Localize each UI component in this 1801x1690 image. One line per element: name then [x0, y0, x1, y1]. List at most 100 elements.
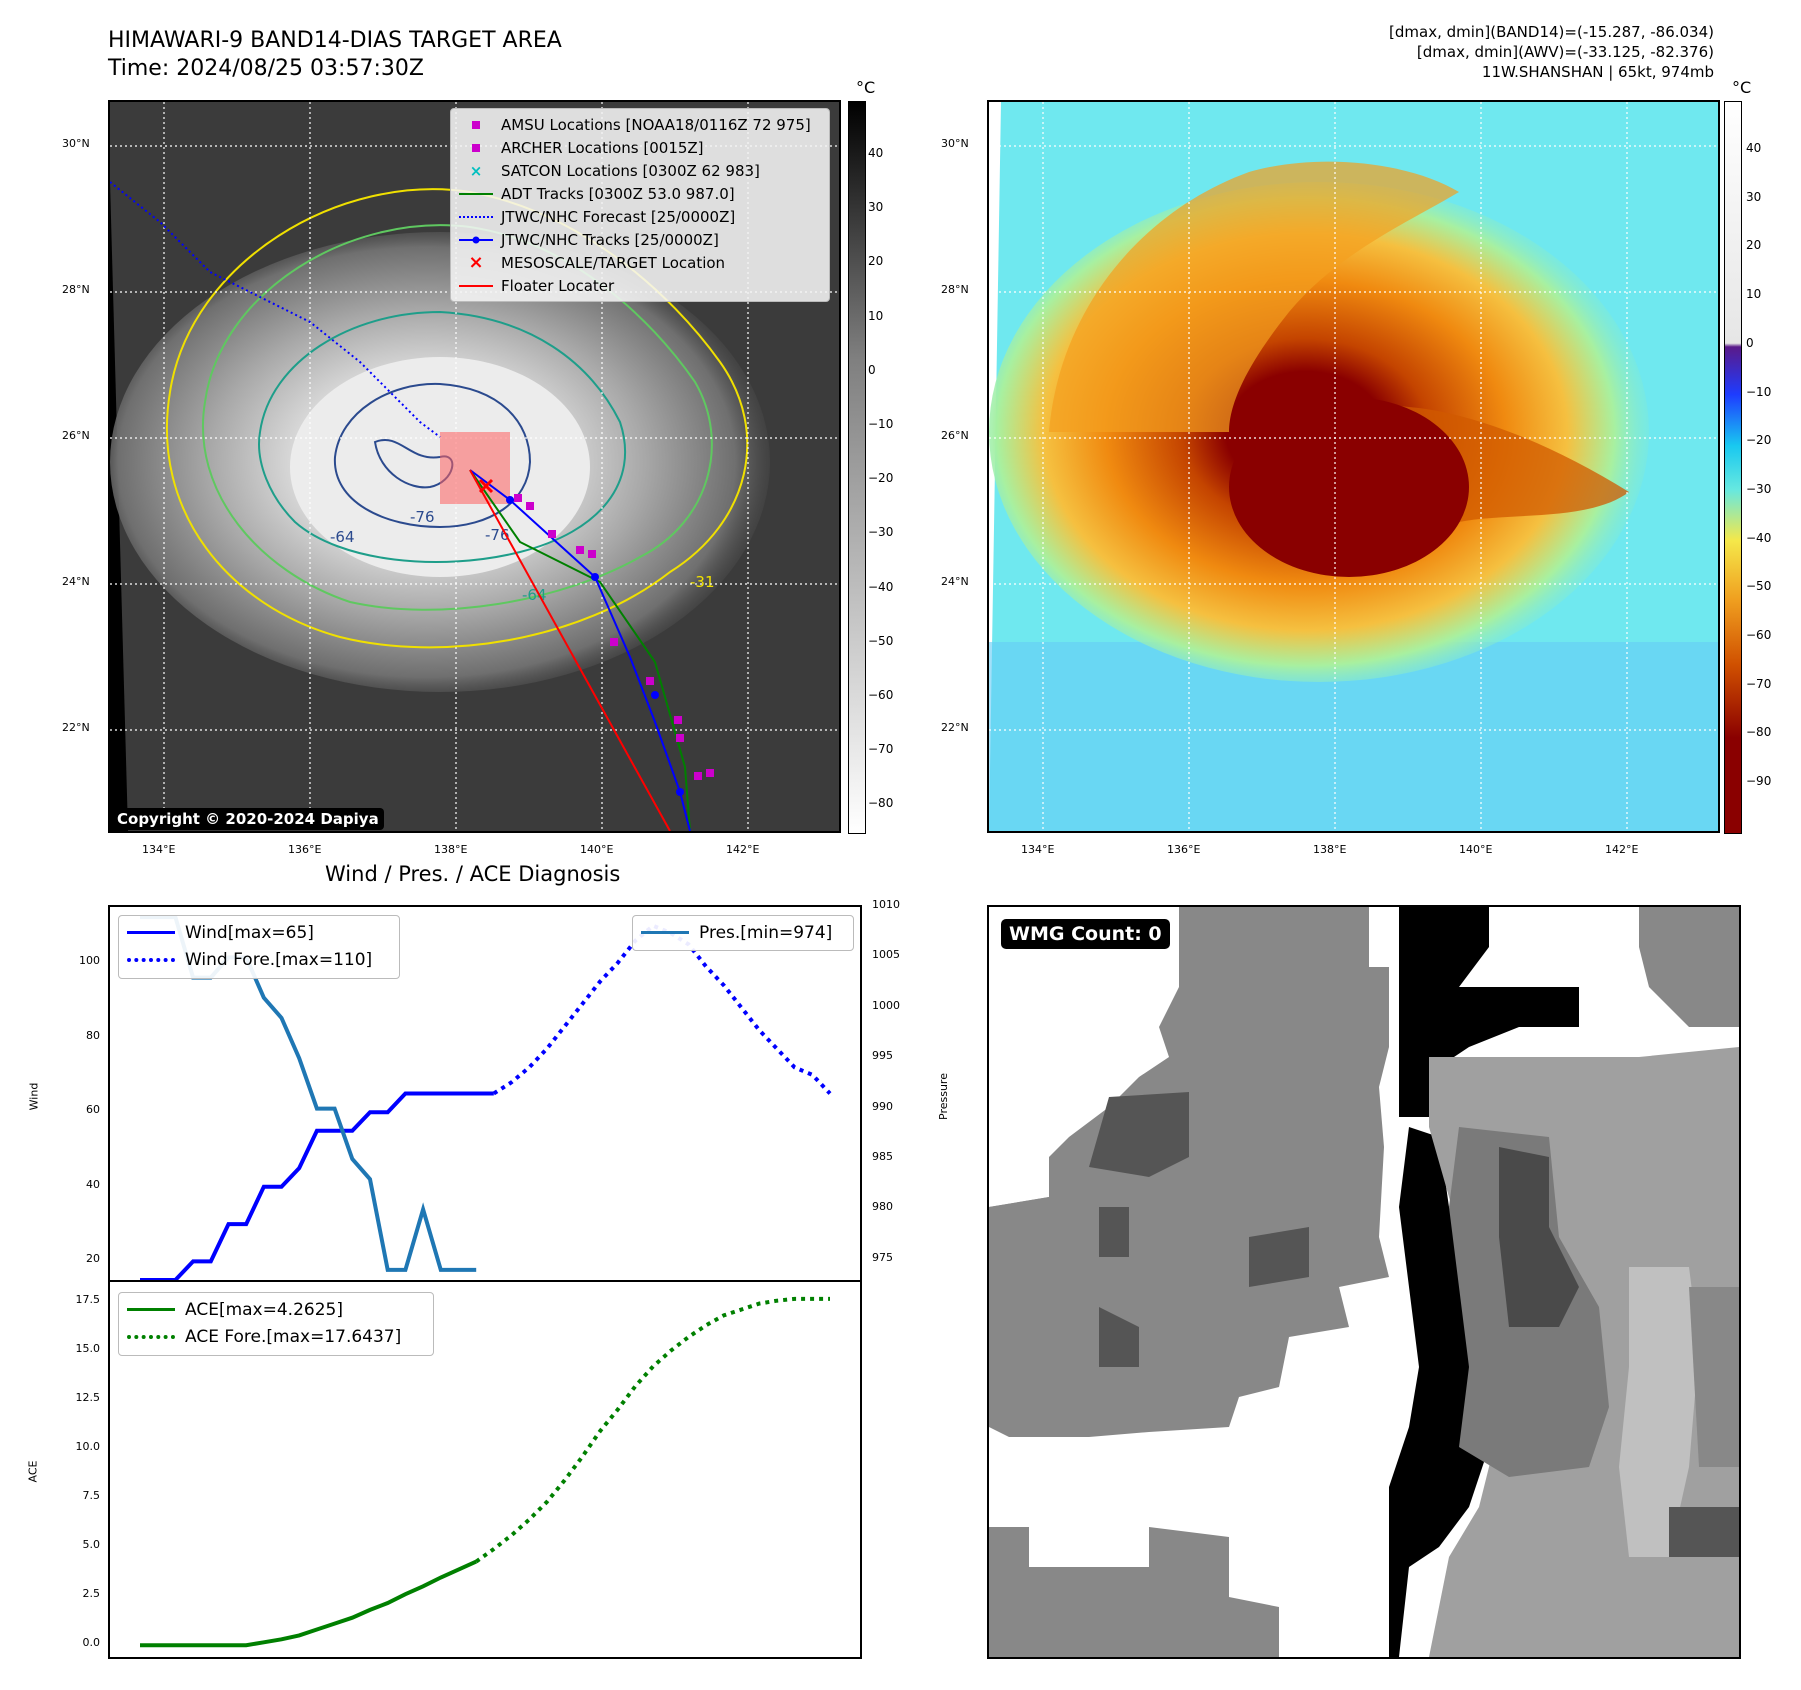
contour-label: -64	[522, 586, 547, 604]
pressure-axis-label: Pressure	[936, 1073, 950, 1120]
axis-tick-label: 995	[872, 1049, 893, 1063]
lat-label: 30°N	[941, 137, 969, 150]
axis-tick-label: 12.5	[75, 1390, 101, 1404]
legend-row-jtwc-forecast: JTWC/NHC Forecast [25/0000Z]	[457, 205, 823, 228]
jtwc-track-points	[506, 496, 684, 796]
legend-row-jtwc-tracks: JTWC/NHC Tracks [25/0000Z]	[457, 228, 823, 251]
lon-label: 138°E	[1313, 843, 1347, 856]
colorbar-tick-label: 20	[1746, 238, 1762, 253]
amsu-archer-points	[514, 494, 714, 780]
axis-tick-label: 15.0	[75, 1341, 101, 1355]
legend-row-ace-fore: ACE Fore.[max=17.6437]	[127, 1323, 425, 1350]
colorbar-tick-label: 0	[868, 362, 876, 377]
axis-tick-label: 60	[86, 1103, 100, 1117]
colorbar-tick-label: −50	[868, 633, 894, 648]
diagnosis-title: Wind / Pres. / ACE Diagnosis	[325, 862, 621, 886]
legend-label: ACE Fore.[max=17.6437]	[185, 1326, 402, 1347]
axis-tick-label: 1005	[872, 948, 900, 962]
lon-label: 140°E	[1459, 843, 1493, 856]
magenta-square-icon	[457, 143, 495, 152]
axis-tick-label: 17.5	[75, 1292, 101, 1306]
blue-line-dot-icon	[457, 235, 495, 245]
info-line-3: 11W.SHANSHAN | 65kt, 974mb	[1481, 63, 1714, 81]
lat-label: 28°N	[941, 283, 969, 296]
info-line-2: [dmax, dmin](AWV)=(-33.125, -82.376)	[1416, 43, 1714, 61]
copyright-badge: Copyright © 2020-2024 Dapiya	[112, 808, 384, 830]
lat-label: 26°N	[941, 429, 969, 442]
colorbar-tick-label: 10	[1746, 287, 1762, 302]
awv-gridlines	[989, 102, 1718, 831]
series-line-ace	[140, 1559, 478, 1648]
green-dotted-line-icon	[127, 1334, 175, 1339]
legend-label: JTWC/NHC Forecast [25/0000Z]	[501, 207, 736, 226]
colorbar-tick-label: 0	[1746, 335, 1754, 350]
legend-row-adt: ADT Tracks [0300Z 53.0 987.0]	[457, 182, 823, 205]
colorbar-tick-label: −10	[1746, 384, 1772, 399]
legend-label: AMSU Locations [NOAA18/0116Z 72 975]	[501, 115, 811, 134]
colorbar-tick-label: −90	[1746, 774, 1772, 789]
colorbar-tick-label: 40	[868, 146, 884, 160]
cbar-unit-color: °C	[1732, 78, 1752, 97]
axis-tick-label: 0.0	[82, 1636, 101, 1650]
axis-tick-label: 10.0	[75, 1439, 101, 1453]
figure-title-line1: HIMAWARI-9 BAND14-DIAS TARGET AREA	[108, 28, 562, 53]
map-legend: AMSU Locations [NOAA18/0116Z 72 975] ARC…	[450, 108, 830, 302]
colorbar-awv	[1724, 101, 1742, 834]
red-x-icon: ×	[468, 252, 484, 273]
colorbar-tick-label: −10	[868, 417, 894, 431]
legend-label: Floater Locater	[501, 276, 615, 295]
lat-label: 24°N	[941, 575, 969, 588]
green-line-icon	[127, 1308, 175, 1311]
magenta-square-icon	[457, 120, 495, 129]
cyan-x-icon: ×	[469, 161, 483, 180]
blue-dotted-line-icon	[127, 957, 175, 962]
colorbar-tick-label: 20	[868, 254, 884, 269]
colorbar-tick-label: −40	[868, 579, 894, 594]
axis-tick-label: 20	[86, 1252, 100, 1266]
figure-title-line2: Time: 2024/08/25 03:57:30Z	[108, 56, 424, 81]
axis-tick-label: 1010	[872, 898, 900, 911]
axis-tick-label: 5.0	[82, 1538, 101, 1552]
lon-label: 136°E	[1167, 843, 1201, 856]
pressure-legend: Pres.[min=974]	[632, 915, 854, 951]
legend-row-floater: Floater Locater	[457, 274, 823, 297]
green-line-icon	[457, 192, 495, 195]
adt-track	[469, 469, 691, 831]
colorbar-tick-label: 30	[868, 200, 884, 215]
legend-label: MESOSCALE/TARGET Location	[501, 253, 726, 272]
ace-chart	[140, 1296, 830, 1648]
legend-label: ADT Tracks [0300Z 53.0 987.0]	[501, 184, 735, 203]
ace-panel: ACE[max=4.2625] ACE Fore.[max=17.6437]	[108, 1280, 862, 1659]
legend-label: Wind[max=65]	[185, 922, 314, 943]
colorbar-tick-label: −80	[1746, 725, 1772, 740]
lat-label: 22°N	[62, 721, 90, 734]
ace-legend: ACE[max=4.2625] ACE Fore.[max=17.6437]	[118, 1292, 434, 1356]
wind-axis-label: Wind	[27, 1082, 41, 1111]
floater-locater-line	[469, 469, 671, 831]
colorbar-tick-label: −30	[868, 525, 894, 540]
target-location-marker	[478, 478, 494, 494]
lon-label: 134°E	[142, 843, 176, 856]
wind-pressure-panel: Wind[max=65] Wind Fore.[max=110] Pres.[m…	[108, 905, 862, 1282]
legend-row-archer: ARCHER Locations [0015Z]	[457, 136, 823, 159]
axis-tick-label: 80	[86, 1028, 100, 1042]
blue-line-icon	[127, 931, 175, 934]
ace-axis-label: ACE	[26, 1460, 40, 1483]
series-line-ace-fore-	[475, 1296, 830, 1564]
legend-row-ace: ACE[max=4.2625]	[127, 1296, 425, 1323]
colorbar-gray	[848, 101, 866, 834]
cbar-unit-gray: °C	[856, 78, 876, 97]
lon-label: 136°E	[288, 843, 322, 856]
axis-tick-label: 985	[872, 1150, 893, 1164]
lon-label: 140°E	[580, 843, 614, 856]
awv-map-svg	[989, 102, 1718, 831]
series-line-wind	[140, 1091, 494, 1280]
info-line-1: [dmax, dmin](BAND14)=(-15.287, -86.034)	[1389, 23, 1714, 41]
legend-row-wind-fore: Wind Fore.[max=110]	[127, 946, 391, 973]
wind-legend: Wind[max=65] Wind Fore.[max=110]	[118, 915, 400, 979]
axis-tick-label: 7.5	[82, 1488, 101, 1502]
lat-label: 22°N	[941, 721, 969, 734]
jtwc-forecast-track	[110, 181, 441, 438]
legend-label: JTWC/NHC Tracks [25/0000Z]	[501, 230, 719, 249]
legend-row-target: × MESOSCALE/TARGET Location	[457, 251, 823, 274]
